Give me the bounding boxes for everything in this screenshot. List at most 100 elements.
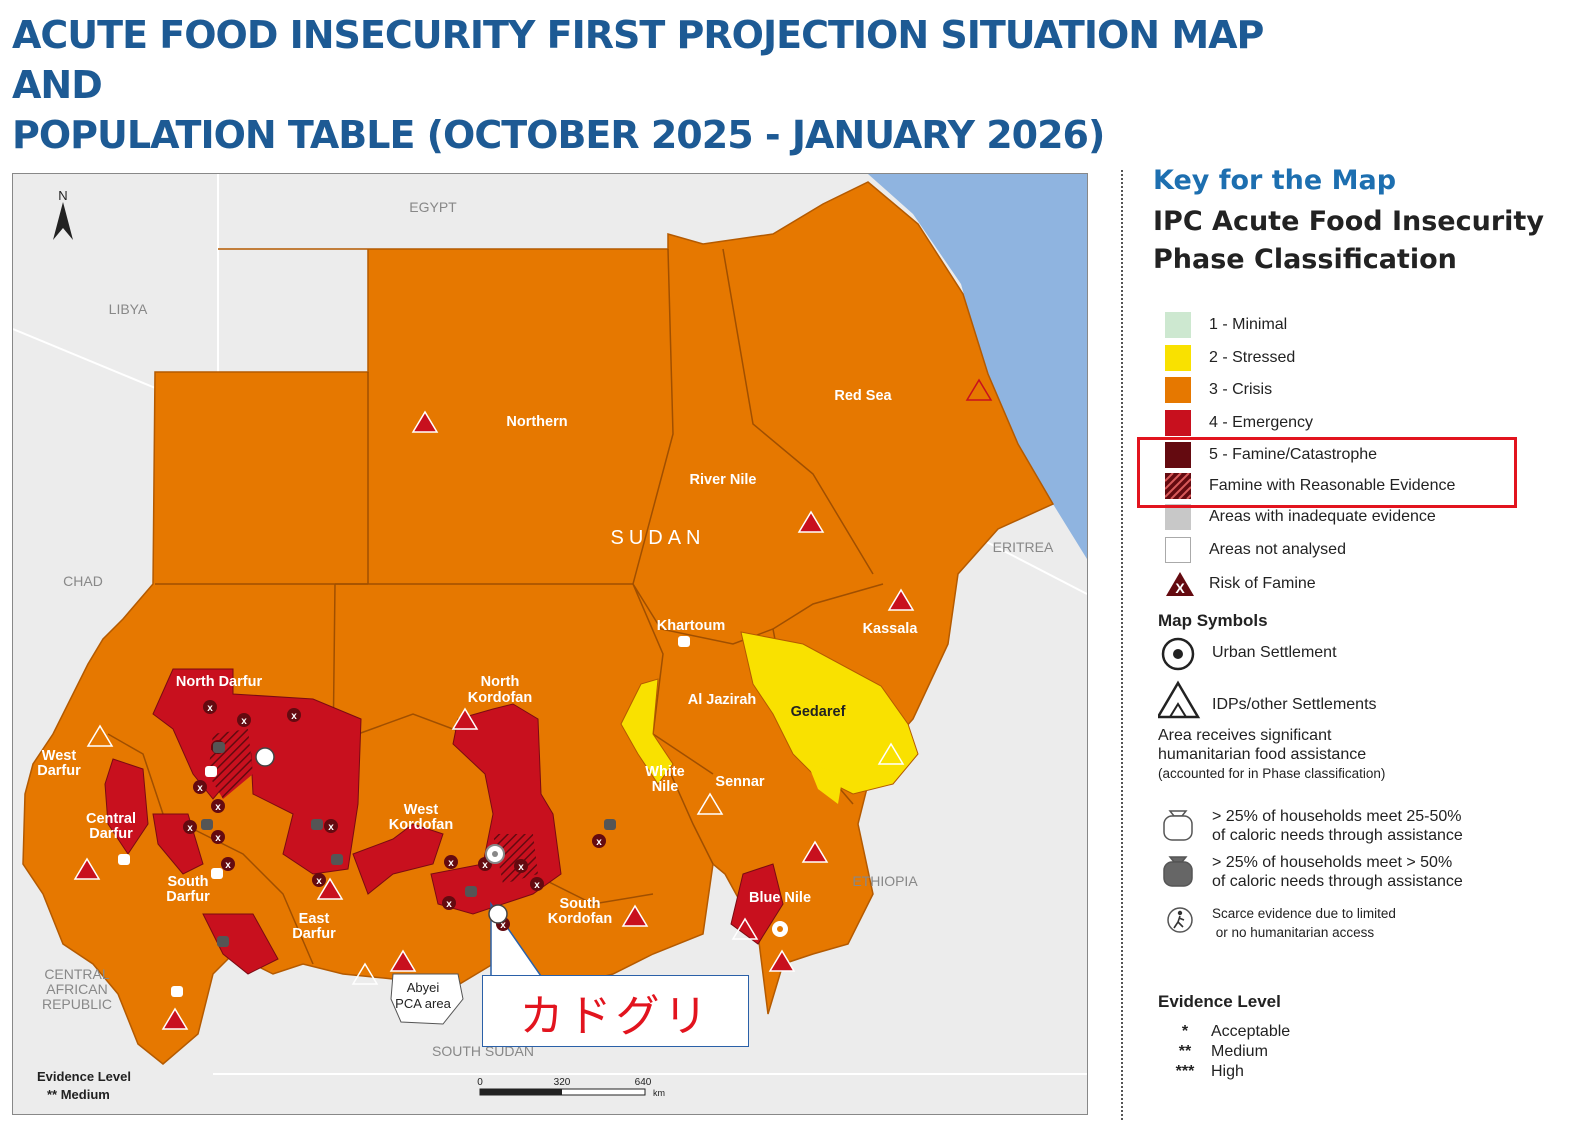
legend-label: 2 - Stressed (1209, 349, 1296, 366)
svg-text:x: x (518, 862, 524, 873)
label-abyei-1: Abyei (407, 980, 440, 995)
label-gedaref: Gedaref (791, 704, 846, 720)
sudan-crisis-area (22, 181, 1055, 1065)
legend-label: 3 - Crisis (1209, 381, 1273, 398)
legend-label: 4 - Emergency (1209, 414, 1314, 431)
svg-text:x: x (446, 899, 452, 910)
symbol-label: IDPs/other Settlements (1212, 696, 1377, 713)
symbol-urban: Urban Settlement (1158, 636, 1337, 676)
symbol-bag-dark: > 25% of households meet > 50% of calori… (1158, 851, 1463, 891)
evidence-high: *** High (1165, 1063, 1244, 1081)
symbol-label: Urban Settlement (1212, 644, 1337, 661)
label-white-nile-2: Nile (652, 779, 679, 795)
legend-famine: 5 - Famine/Catastrophe (1165, 441, 1377, 469)
map-symbols-title: Map Symbols (1158, 611, 1268, 630)
map-evidence-title: Evidence Level (37, 1069, 131, 1084)
evidence-acceptable: * Acceptable (1165, 1023, 1290, 1041)
evidence-level-title: Evidence Level (1158, 992, 1281, 1011)
svg-text:x: x (241, 716, 247, 727)
label-egypt: EGYPT (409, 199, 457, 215)
callout-text: カドグリ (519, 991, 712, 1042)
label-sudan: SUDAN (610, 527, 705, 549)
urban-settlement-markers (485, 844, 790, 939)
evidence-stars: * (1181, 1023, 1189, 1040)
label-eritrea: ERITREA (993, 539, 1054, 555)
scale-bar: 0 320 640 km (477, 1077, 665, 1098)
svg-text:x: x (534, 880, 540, 891)
label-west-kordofan-1: West (404, 802, 439, 818)
scale-tick-320: 320 (554, 1077, 571, 1088)
famine-legend-highlight (1137, 437, 1517, 508)
swatch-emergency (1165, 410, 1191, 436)
label-abyei-2: PCA area (395, 996, 451, 1011)
svg-text:x: x (596, 837, 602, 848)
label-south-darfur-2: Darfur (166, 889, 210, 905)
legend-minimal: 1 - Minimal (1165, 311, 1287, 339)
gedaref-stressed-area-2 (808, 764, 843, 804)
svg-text:x: x (500, 920, 506, 931)
svg-text:x: x (316, 876, 322, 887)
swatch-inadequate (1165, 504, 1191, 530)
scale-tick-640: 640 (635, 1077, 652, 1088)
label-central-darfur-2: Darfur (89, 826, 133, 842)
key-subtitle: IPC Acute Food Insecurity Phase Classifi… (1153, 203, 1563, 279)
label-car-2: AFRICAN (46, 981, 107, 997)
label-sennar: Sennar (715, 774, 765, 790)
situation-map[interactable]: x x x x x x x x x x x x x x x x x x (12, 173, 1088, 1115)
legend-famine-reasonable: Famine with Reasonable Evidence (1165, 472, 1455, 500)
scarce-evidence-icon (1167, 907, 1193, 933)
legend-risk-of-famine: X Risk of Famine (1165, 570, 1316, 598)
label-south-kordofan-2: Kordofan (548, 911, 612, 927)
label-central-darfur-1: Central (86, 811, 136, 827)
label-ethiopia: ETHIOPIA (852, 873, 918, 889)
red-sea-water (868, 174, 1087, 559)
abyei-area (390, 973, 464, 1025)
dark-bag-icon (1163, 856, 1193, 887)
svg-text:x: x (448, 858, 454, 869)
label-south-darfur-1: South (167, 874, 208, 890)
page-title: ACUTE FOOD INSECURITY FIRST PROJECTION S… (12, 10, 1332, 160)
scale-tick-0: 0 (477, 1077, 483, 1088)
svg-text:x: x (197, 783, 203, 794)
label-east-darfur-1: East (299, 911, 330, 927)
assistance-note: (accounted for in Phase classification) (1158, 766, 1386, 781)
bag-dark-line-2: of caloric needs through assistance (1212, 873, 1463, 890)
label-white-nile-1: White (645, 764, 684, 780)
swatch-famine-hatched (1165, 473, 1191, 499)
bag-light-line-1: > 25% of households meet 25-50% (1212, 808, 1462, 825)
symbol-idp: IDPs/other Settlements (1158, 680, 1377, 720)
legend-emergency: 4 - Emergency (1165, 409, 1313, 437)
svg-text:x: x (328, 822, 334, 833)
label-car-3: REPUBLIC (42, 996, 112, 1012)
bag-light-text: > 25% of households meet 25-50% of calor… (1212, 807, 1463, 845)
swatch-minimal (1165, 312, 1191, 338)
legend-inadequate: Areas with inadequate evidence (1165, 503, 1436, 531)
bag-light-line-2: of caloric needs through assistance (1212, 827, 1463, 844)
evidence-label: Acceptable (1211, 1023, 1291, 1040)
evidence-medium: ** Medium (1165, 1043, 1268, 1061)
label-kassala: Kassala (863, 621, 919, 637)
svg-text:x: x (291, 711, 297, 722)
label-south-sudan: SOUTH SUDAN (432, 1043, 534, 1059)
north-arrow: N (53, 188, 73, 240)
key-subtitle-2: Phase Classification (1153, 244, 1457, 275)
svg-text:x: x (187, 823, 193, 834)
symbol-bag-light: > 25% of households meet 25-50% of calor… (1158, 805, 1463, 845)
north-arrow-label: N (58, 188, 67, 203)
label-north-darfur: North Darfur (176, 674, 263, 690)
light-bag-icon (1163, 810, 1193, 841)
gedaref-stressed-area (740, 631, 919, 795)
label-west-darfur-1: West (42, 748, 77, 764)
idp-settlement-markers (73, 378, 993, 1030)
svg-text:x: x (225, 860, 231, 871)
swatch-crisis (1165, 377, 1191, 403)
label-east-darfur-2: Darfur (292, 926, 336, 942)
scarce-line-2: or no humanitarian access (1215, 925, 1375, 940)
label-south-kordofan-1: South (559, 896, 600, 912)
label-north-kordofan-2: Kordofan (468, 690, 532, 706)
title-line-1: ACUTE FOOD INSECURITY FIRST PROJECTION S… (12, 13, 1264, 107)
label-al-jazirah: Al Jazirah (688, 692, 757, 708)
bag-dark-line-1: > 25% of households meet > 50% (1212, 854, 1453, 871)
swatch-stressed (1165, 345, 1191, 371)
scarce-line-1: Scarce evidence due to limited (1212, 906, 1396, 921)
